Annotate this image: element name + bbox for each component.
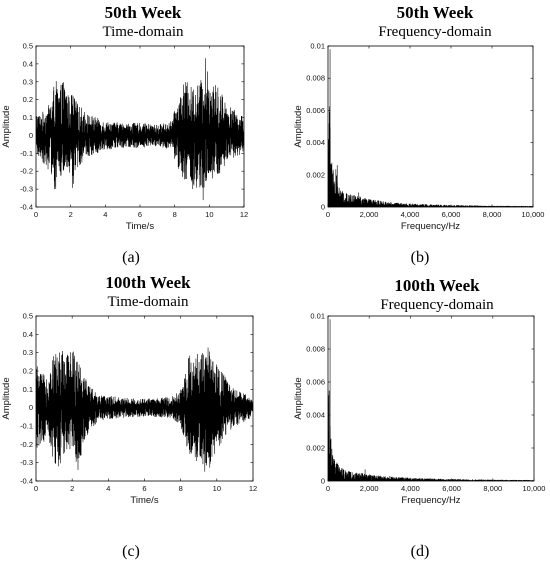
x-tick-label: 6 [142,484,146,493]
y-tick-label: -0.3 [20,458,33,467]
y-tick-label: -0.3 [20,185,33,194]
y-tick-label: -0.2 [20,167,33,176]
panel-c: 100th Week Time-domain (c) [105,273,191,560]
y-tick-label: 0.008 [306,74,325,83]
panel-d-caption: (d) [411,543,430,560]
y-tick-label: 0.2 [23,95,33,104]
x-tick-label: 10 [213,484,221,493]
y-axis-label: Amplitude [1,377,12,419]
plot-c: 0 2 4 6 8 10 12 -0.4 -0.3 -0.2 -0.1 0 0.1 0.2 0.3 0.4 0.… [1,312,257,507]
panel-d-title: 100th Week [394,276,480,295]
x-tick-label: 0 [326,484,330,493]
x-tick-label: 8,000 [483,210,502,219]
panel-c-subtitle: Time-domain [107,294,189,310]
y-tick-label: 0.008 [306,345,325,354]
y-tick-label: 0.006 [306,378,325,387]
x-tick-label: 2,000 [360,210,379,219]
x-tick-label: 4 [103,210,107,219]
x-tick-label: 12 [249,484,257,493]
x-tick-label: 4,000 [401,484,420,493]
y-tick-label: 0.3 [23,77,33,86]
y-tick-label: 0.004 [306,411,325,420]
panel-d: 100th Week Frequency-domain (d) [380,276,494,560]
y-tick-label: 0.1 [23,113,33,122]
y-tick-label: 0.1 [23,385,33,394]
x-tick-label: 6 [138,210,142,219]
y-tick-label: 0.01 [310,42,325,51]
panel-d-subtitle: Frequency-domain [380,297,494,313]
y-axis-label: Amplitude [293,105,304,147]
y-tick-label: 0.002 [306,170,325,179]
panel-b: 50th Week Frequency-domain (b) [378,3,492,266]
plot-frame [327,45,534,208]
y-tick-label: -0.1 [20,422,33,431]
x-tick-label: 4 [106,484,110,493]
plot-d: 0 2,000 4,000 6,000 8,000 10,000 0 0.002 0.004 0.… [293,312,545,507]
x-axis-label: Frequency/Hz [401,495,460,506]
x-tick-label: 2 [69,210,73,219]
x-tick-label: 2 [70,484,74,493]
x-tick-label: 12 [240,210,248,219]
y-tick-label: 0.5 [23,42,33,51]
panel-b-caption: (b) [411,249,430,266]
y-tick-label: 0.002 [306,444,325,453]
y-tick-label: -0.4 [20,203,33,212]
panel-c-title: 100th Week [105,273,191,292]
x-tick-label: 6,000 [442,484,461,493]
y-tick-label: 0 [29,403,33,412]
y-axis-label: Amplitude [293,377,304,419]
panel-a-caption: (a) [122,249,140,266]
y-tick-label: 0 [321,203,325,212]
y-tick-label: -0.4 [20,477,33,486]
y-tick-label: 0.004 [306,138,325,147]
y-tick-label: 0.5 [23,312,33,321]
plot-b: 0 2,000 4,000 6,000 8,000 10,000 0 0.002 0.004 0.… [293,42,544,233]
x-axis-label: Frequency/Hz [401,221,460,232]
y-tick-label: 0.006 [306,106,325,115]
y-tick-label: -0.1 [20,149,33,158]
y-tick-label: -0.2 [20,440,33,449]
x-tick-label: 10,000 [523,484,546,493]
panel-b-subtitle: Frequency-domain [378,24,492,40]
panel-a: 50th Week Time-domain (a) [102,3,184,266]
plot-frame [327,315,535,482]
x-tick-label: 0 [34,484,38,493]
x-tick-label: 8 [173,210,177,219]
y-tick-label: 0 [29,131,33,140]
x-tick-label: 0 [326,210,330,219]
y-tick-label: 0.2 [23,367,33,376]
panel-a-title: 50th Week [105,3,182,22]
x-tick-label: 6,000 [442,210,461,219]
y-tick-label: 0.4 [23,59,33,68]
x-tick-label: 8,000 [483,484,502,493]
x-tick-label: 0 [34,210,38,219]
x-tick-label: 4,000 [401,210,420,219]
y-tick-label: 0.01 [310,312,325,321]
y-tick-label: 0 [321,477,325,486]
y-tick-label: 0.4 [23,330,33,339]
series-line [328,49,533,207]
series-line [36,58,244,201]
x-tick-label: 10 [205,210,213,219]
y-tick-label: 0.3 [23,348,33,357]
panel-b-title: 50th Week [397,3,474,22]
x-tick-label: 10,000 [522,210,545,219]
plot-a: 0 2 4 6 8 10 12 -0.4 -0.3 -0.2 -0.1 0 0.1 0.2 0.3 0.4 0.… [1,42,248,233]
x-tick-label: 8 [179,484,183,493]
x-axis-label: Time/s [126,221,154,232]
y-axis-label: Amplitude [1,105,12,147]
x-axis-label: Time/s [130,495,158,506]
panel-c-caption: (c) [122,543,140,560]
panel-a-subtitle: Time-domain [102,24,184,40]
series-line [36,347,253,472]
x-tick-label: 2,000 [360,484,379,493]
series-line [328,319,534,481]
